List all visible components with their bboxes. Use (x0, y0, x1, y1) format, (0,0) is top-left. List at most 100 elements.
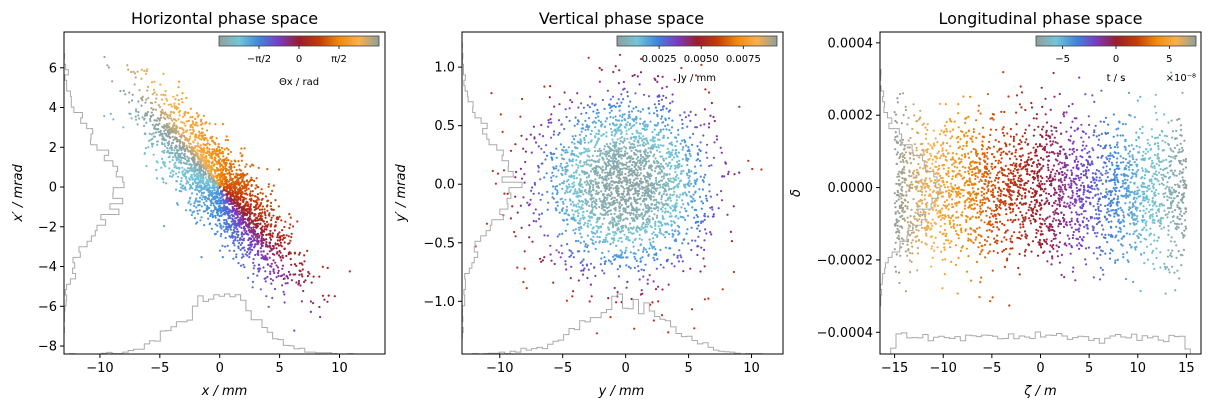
scatter-point (204, 197, 207, 200)
scatter-point (561, 157, 564, 160)
scatter-point (203, 224, 206, 227)
scatter-point (580, 236, 583, 239)
scatter-point (609, 220, 612, 223)
scatter-point (161, 177, 164, 180)
scatter-point (304, 279, 307, 282)
scatter-point (592, 160, 595, 163)
scatter-point (272, 259, 275, 262)
scatter-point (574, 188, 577, 191)
scatter-point (212, 209, 215, 212)
scatter-point (534, 141, 538, 144)
scatter-point (247, 187, 250, 190)
scatter-point (579, 138, 582, 141)
scatter-point (218, 186, 221, 189)
scatter-point (167, 103, 170, 106)
scatter-point (585, 134, 588, 137)
scatter-point (690, 308, 694, 311)
scatter-point (206, 170, 209, 173)
scatter-point (600, 257, 603, 260)
scatter-point (226, 211, 229, 214)
scatter-point (616, 119, 619, 122)
scatter-point (298, 273, 301, 276)
scatter-point (181, 115, 184, 118)
scatter-point (612, 70, 615, 74)
scatter-point (573, 154, 576, 157)
scatter-point (609, 127, 613, 131)
scatter-point (173, 102, 176, 105)
scatter-point (153, 135, 156, 138)
scatter-point (198, 200, 201, 203)
scatter-point (240, 159, 243, 162)
scatter-point (191, 126, 194, 129)
scatter-point (578, 200, 582, 203)
scatter-point (178, 109, 181, 113)
colorbar-ticks: −π/2 0 π/2 (247, 46, 347, 65)
scatter-point (533, 181, 536, 185)
scatter-point (670, 220, 673, 223)
scatter-point (689, 119, 692, 122)
scatter-point (286, 277, 290, 280)
x-tick-label: 10 (331, 361, 348, 376)
scatter-point (196, 182, 200, 185)
scatter-point (208, 122, 211, 125)
scatter-point (567, 178, 570, 181)
scatter-point (211, 187, 214, 190)
scatter-point (678, 232, 681, 235)
scatter-point (618, 209, 621, 212)
scatter-point (195, 175, 198, 178)
scatter-point (601, 98, 605, 102)
scatter-point (616, 201, 619, 204)
scatter-point (561, 207, 565, 210)
scatter-point (669, 142, 672, 145)
scatter-point (236, 228, 239, 231)
scatter-point (235, 224, 238, 227)
scatter-point (621, 171, 624, 174)
scatter-point (241, 211, 244, 215)
scatter-point (645, 250, 649, 254)
scatter-point (258, 208, 262, 211)
scatter-point (267, 223, 270, 226)
scatter-point (687, 242, 690, 245)
scatter-point (580, 189, 583, 192)
scatter-point (267, 183, 270, 186)
scatter-point (569, 175, 572, 178)
scatter-point (179, 140, 182, 143)
scatter-point (253, 229, 256, 232)
scatter-point (158, 117, 161, 120)
scatter-point (258, 269, 261, 272)
scatter-point (679, 172, 683, 175)
scatter-point (600, 68, 603, 71)
scatter-point (196, 144, 199, 147)
scatter-point (677, 166, 680, 169)
scatter-point (642, 135, 645, 138)
scatter-point (633, 238, 637, 242)
scatter-point (257, 166, 260, 169)
scatter-point (550, 179, 553, 182)
scatter-point (654, 220, 657, 223)
scatter-point (232, 235, 235, 238)
scatter-point (180, 177, 183, 180)
scatter-point (242, 199, 245, 202)
scatter-point (239, 152, 242, 155)
scatter-point (292, 273, 295, 276)
y-histogram (64, 32, 125, 354)
scatter-point (653, 77, 656, 80)
scatter-point (568, 107, 571, 110)
scatter-point (192, 168, 195, 171)
scatter-point (294, 273, 297, 276)
scatter-point (194, 188, 197, 191)
scatter-point (211, 211, 214, 214)
scatter-point (637, 139, 640, 142)
scatter-point (607, 232, 610, 235)
scatter-point (655, 181, 658, 184)
scatter-point (586, 276, 589, 280)
scatter-point (586, 159, 589, 162)
scatter-point (652, 237, 655, 240)
scatter-point (611, 148, 614, 151)
scatter-point (165, 182, 168, 185)
scatter-point (598, 236, 601, 239)
scatter-point (598, 205, 601, 209)
scatter-point (241, 187, 244, 190)
scatter-point (653, 213, 656, 216)
scatter-point (595, 112, 598, 115)
